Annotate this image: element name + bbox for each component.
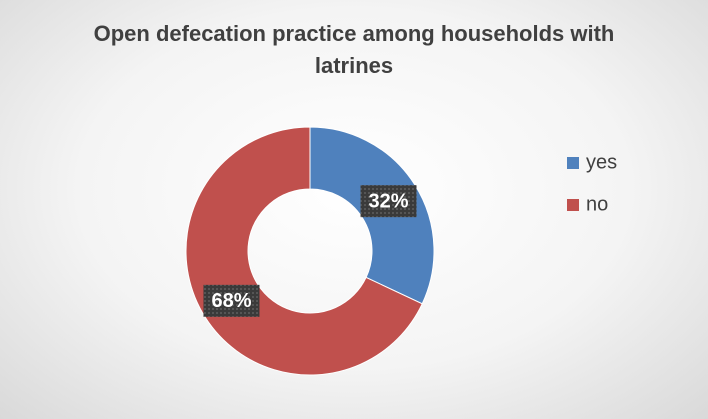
chart-title: Open defecation practice among household… (93, 21, 615, 78)
legend-label: yes (586, 151, 617, 173)
data-label: 68% (211, 290, 251, 312)
data-label-box (360, 185, 417, 218)
data-label-box (203, 284, 260, 317)
data-label: 32% (369, 190, 409, 212)
legend-label: no (586, 193, 608, 215)
legend-swatch (567, 157, 579, 169)
legend-swatch (567, 199, 579, 211)
